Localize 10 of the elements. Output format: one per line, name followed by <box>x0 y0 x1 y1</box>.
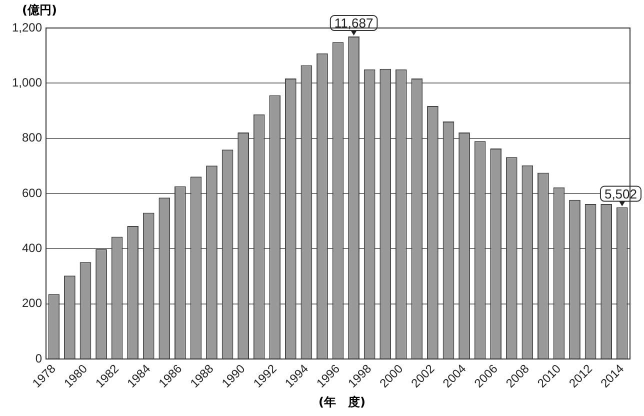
y-tick-label: 1,000 <box>12 75 42 90</box>
y-tick-label: 400 <box>22 240 42 255</box>
x-axis-title: (年 度) <box>318 394 366 411</box>
y-tick-label: 0 <box>35 351 42 366</box>
y-tick-label: 200 <box>22 296 42 310</box>
y-tick-label: 1,200 <box>12 20 42 34</box>
y-tick-label: 800 <box>22 130 42 145</box>
y-tick-label: 600 <box>22 186 42 200</box>
annotation: 11,687 <box>334 16 374 31</box>
y-axis-title: (億円) <box>22 2 57 19</box>
